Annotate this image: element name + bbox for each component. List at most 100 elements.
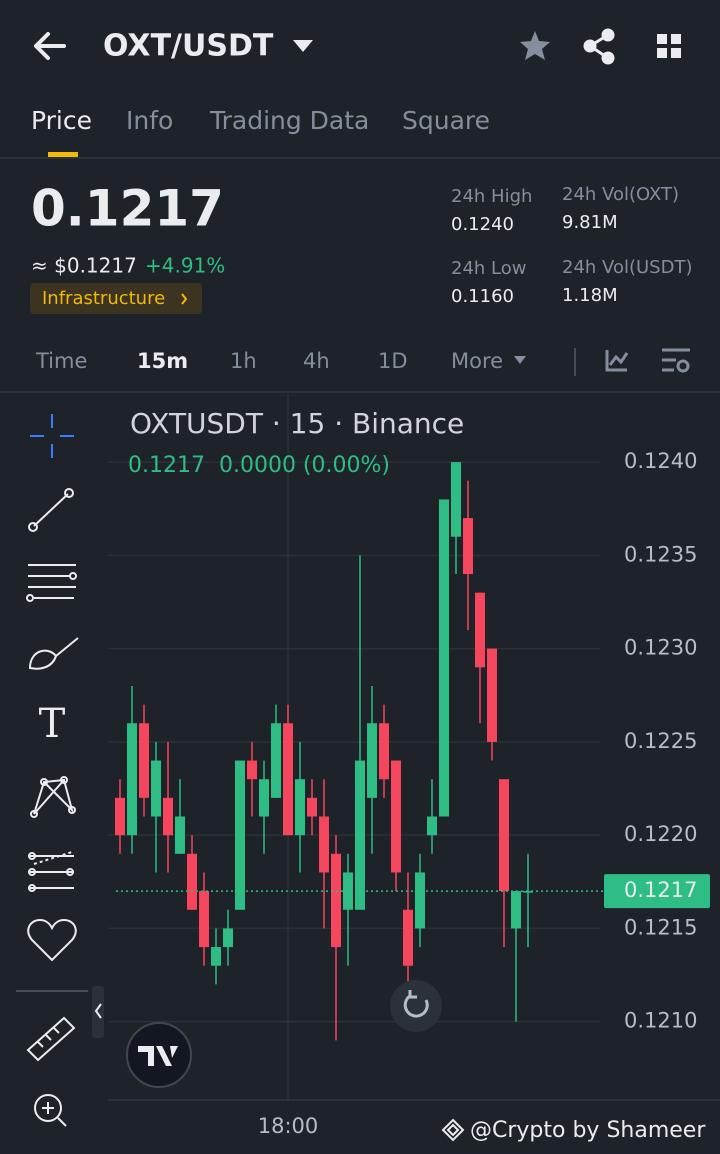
tradingview-logo[interactable]	[126, 1022, 192, 1088]
stat-label: 24h Vol(OXT)	[562, 184, 679, 205]
y-tick-label: 0.1240	[624, 449, 697, 473]
candle-body	[175, 816, 185, 854]
chart-title: OXTUSDT · 15 · Binance	[130, 407, 464, 440]
watermark: @Crypto by Shameer	[470, 1118, 706, 1143]
zoom-tool[interactable]	[34, 1094, 67, 1127]
chart: 0.1210 0.1215 0.1220 0.1225 0.1230 0.1235 0.12…	[108, 395, 720, 1138]
line-tool[interactable]	[28, 488, 74, 532]
usd-price: ≈ $0.1217	[31, 254, 137, 278]
watermark-logo	[441, 1118, 465, 1142]
tag-label[interactable]: Infrastructure	[42, 288, 165, 309]
candle-body	[451, 462, 461, 537]
candle-body	[115, 797, 125, 836]
candle-body	[415, 872, 425, 929]
toolbar-toggle-chevron	[94, 1003, 102, 1019]
pair-dropdown[interactable]	[293, 40, 313, 52]
candle-body	[355, 760, 365, 910]
candle-body	[235, 760, 245, 910]
timeframe[interactable]: 1h	[230, 349, 257, 373]
stat-value: 0.1160	[451, 286, 514, 307]
stat-label: 24h Low	[451, 258, 526, 279]
stat-value: 0.1240	[451, 214, 514, 235]
candle-body	[211, 947, 221, 966]
candle-body	[499, 779, 509, 892]
candle-body	[391, 760, 401, 873]
candle-body	[307, 797, 317, 817]
candle-body	[187, 853, 197, 910]
candle-body	[295, 779, 305, 836]
candle-body	[427, 816, 437, 836]
candle-body	[151, 760, 161, 817]
tab[interactable]: Price	[31, 106, 92, 135]
candle-body	[271, 723, 281, 798]
chart-settings-icon[interactable]	[662, 348, 690, 373]
candle-body	[223, 928, 233, 948]
timeframe[interactable]: More	[451, 349, 503, 373]
y-tick-label: 0.1235	[624, 542, 697, 566]
stat-value: 1.18M	[562, 285, 618, 306]
price-change: +4.91%	[145, 254, 225, 278]
reset-icon	[403, 990, 429, 1018]
candle-body	[367, 723, 377, 798]
text-tool[interactable]: T	[39, 701, 66, 747]
chart-legend-values: 0.1217 0.0000 (0.00%)	[128, 453, 390, 478]
stat-label: 24h High	[451, 186, 532, 207]
pattern-tool[interactable]	[30, 776, 76, 818]
forecast-tool[interactable]	[28, 851, 74, 892]
last-price: 0.1217	[31, 180, 224, 238]
candle-body	[163, 797, 173, 836]
timeframe[interactable]: 15m	[137, 349, 188, 373]
candle-body	[403, 909, 413, 966]
y-tick-label: 0.1230	[624, 636, 697, 660]
share-icon[interactable]	[583, 28, 615, 65]
candle-body	[139, 723, 149, 798]
candle-body	[319, 816, 329, 873]
y-tick-label: 0.1225	[624, 729, 697, 753]
grid-menu-icon[interactable]	[657, 34, 681, 58]
tab[interactable]: Info	[126, 106, 173, 135]
candle-body	[379, 723, 389, 780]
crosshair-tool[interactable]	[30, 414, 74, 458]
favorite-icon[interactable]	[520, 31, 550, 60]
candle-body	[331, 853, 341, 948]
ruler-tool[interactable]	[26, 1016, 76, 1062]
tab[interactable]: Trading Data	[209, 106, 369, 135]
candle-body	[487, 648, 497, 742]
fib-tool[interactable]	[26, 564, 77, 602]
y-tick-label: 0.1215	[624, 915, 697, 939]
candle-body	[511, 891, 521, 929]
more-dropdown[interactable]	[514, 356, 526, 364]
toolbar-toggle[interactable]	[92, 986, 104, 1038]
candle-body	[439, 499, 449, 817]
pair-title[interactable]: OXT/USDT	[103, 29, 274, 64]
candle-body	[463, 518, 473, 575]
y-tick-label: 0.1220	[624, 822, 697, 846]
stat-value: 9.81M	[562, 212, 618, 233]
back-button[interactable]	[34, 32, 66, 60]
timeframe[interactable]: Time	[35, 349, 87, 373]
current-price-label: 0.1217	[624, 878, 697, 902]
stat-label: 24h Vol(USDT)	[562, 257, 692, 278]
candle-body	[259, 779, 269, 817]
indicator-icon[interactable]	[605, 350, 629, 372]
timeframe[interactable]: 4h	[303, 349, 330, 373]
tag-badge[interactable]	[30, 283, 202, 314]
tab-indicator	[48, 152, 78, 157]
current-price-badge	[604, 874, 710, 909]
favorites-tool[interactable]	[27, 918, 77, 962]
tradingview-logo-mark	[138, 1046, 178, 1066]
brush-tool[interactable]	[28, 637, 79, 670]
candle-body	[283, 723, 293, 836]
timeframe[interactable]: 1D	[378, 349, 408, 373]
candle-body	[199, 891, 209, 948]
tag-chevron	[181, 293, 188, 305]
candle-body	[127, 723, 137, 836]
tab[interactable]: Square	[402, 106, 490, 135]
reset-button[interactable]	[390, 980, 442, 1032]
y-tick-label: 0.1210	[624, 1009, 697, 1033]
candle-body	[475, 592, 485, 668]
x-tick-label: 18:00	[258, 1114, 319, 1138]
candle-body	[247, 760, 257, 780]
